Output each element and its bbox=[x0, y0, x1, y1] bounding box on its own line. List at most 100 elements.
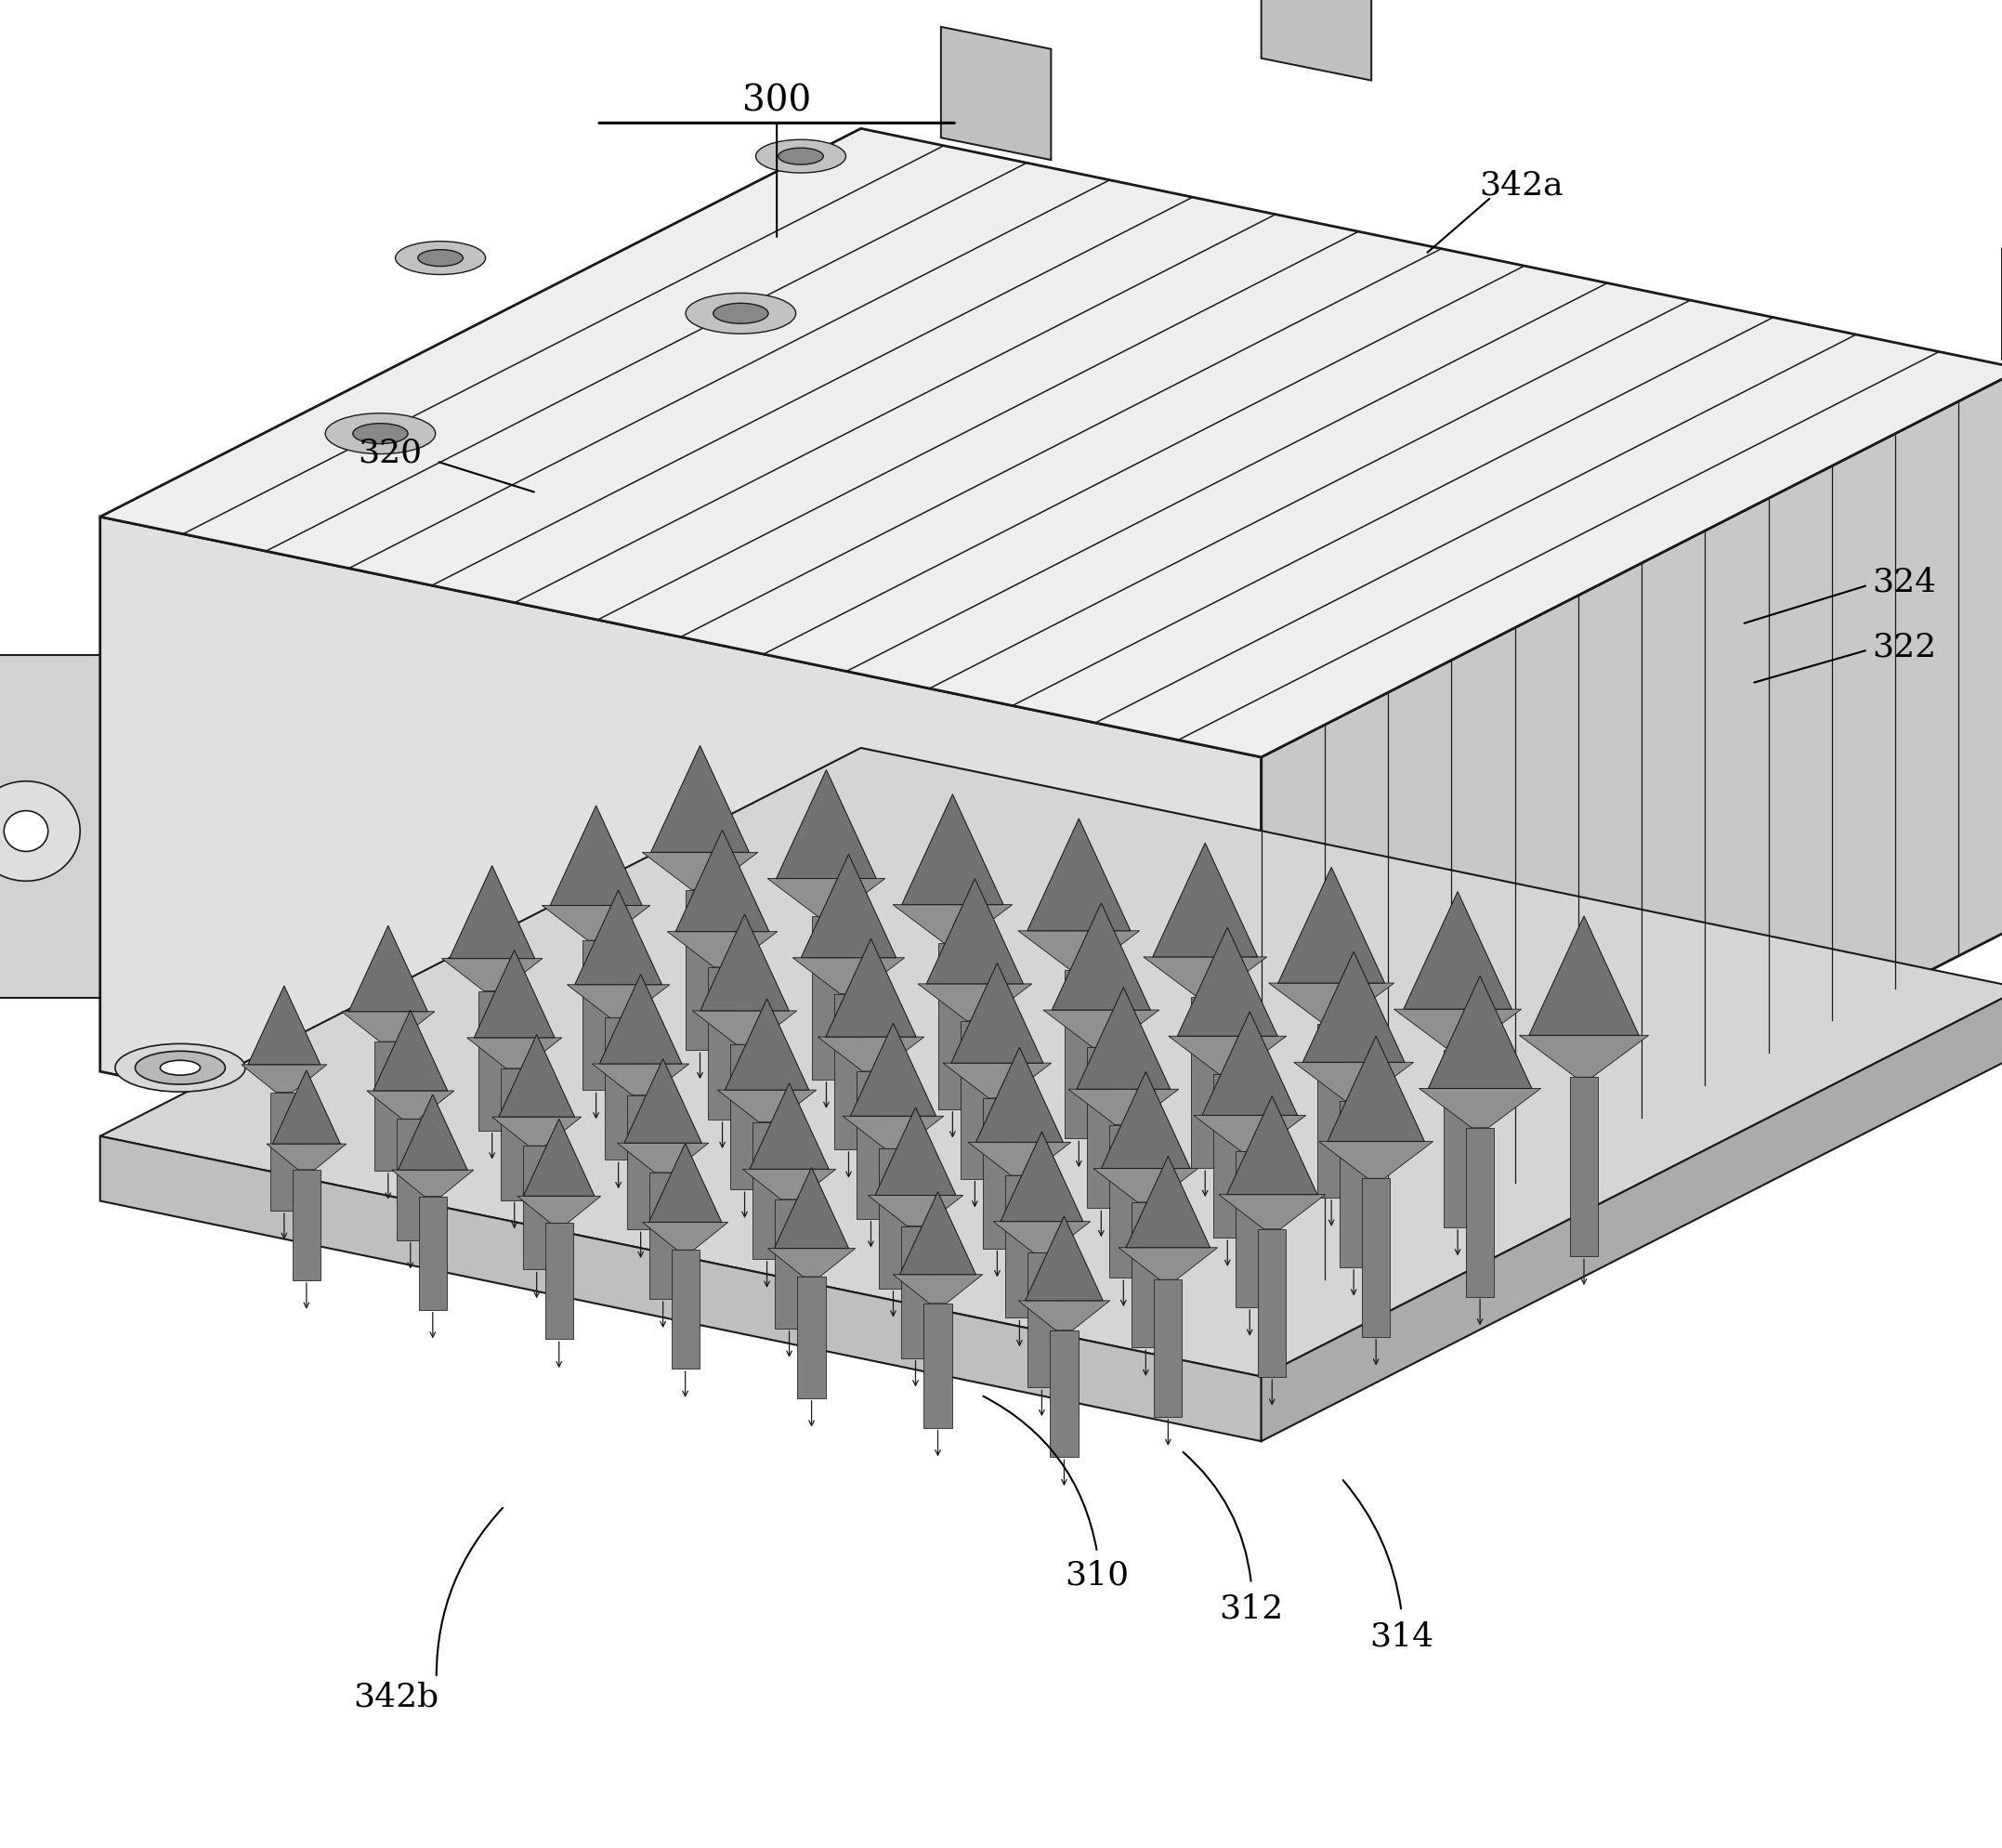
Polygon shape bbox=[943, 1063, 1051, 1098]
Polygon shape bbox=[418, 1198, 446, 1310]
Polygon shape bbox=[1261, 0, 1371, 81]
Polygon shape bbox=[1191, 998, 1219, 1168]
Polygon shape bbox=[248, 987, 320, 1064]
Polygon shape bbox=[617, 1144, 709, 1173]
Polygon shape bbox=[1235, 1151, 1263, 1308]
Polygon shape bbox=[1087, 1048, 1115, 1209]
Polygon shape bbox=[675, 830, 769, 931]
Polygon shape bbox=[901, 1227, 929, 1358]
Ellipse shape bbox=[779, 150, 823, 164]
Polygon shape bbox=[813, 917, 841, 1079]
Polygon shape bbox=[857, 1072, 885, 1220]
Polygon shape bbox=[951, 963, 1043, 1063]
Polygon shape bbox=[969, 1142, 1071, 1175]
Polygon shape bbox=[941, 28, 1051, 161]
Polygon shape bbox=[478, 991, 507, 1131]
Polygon shape bbox=[1317, 1024, 1345, 1198]
Ellipse shape bbox=[396, 242, 486, 275]
Polygon shape bbox=[775, 1168, 849, 1249]
Polygon shape bbox=[1019, 931, 1139, 970]
Polygon shape bbox=[1393, 1009, 1522, 1052]
Polygon shape bbox=[919, 985, 1031, 1022]
Polygon shape bbox=[717, 1090, 817, 1122]
Polygon shape bbox=[1051, 1331, 1079, 1458]
Ellipse shape bbox=[352, 425, 408, 444]
Circle shape bbox=[4, 811, 48, 852]
Polygon shape bbox=[851, 1024, 937, 1116]
Polygon shape bbox=[1227, 1096, 1317, 1196]
Polygon shape bbox=[893, 906, 1013, 944]
Text: 300: 300 bbox=[743, 85, 811, 118]
Polygon shape bbox=[1119, 1247, 1217, 1281]
Ellipse shape bbox=[418, 251, 462, 268]
Polygon shape bbox=[583, 941, 611, 1090]
Polygon shape bbox=[843, 1116, 943, 1149]
Polygon shape bbox=[835, 994, 863, 1149]
Ellipse shape bbox=[713, 305, 769, 325]
Polygon shape bbox=[1153, 843, 1257, 957]
Polygon shape bbox=[1219, 1196, 1325, 1229]
Ellipse shape bbox=[755, 140, 845, 174]
Polygon shape bbox=[627, 1096, 655, 1229]
Polygon shape bbox=[567, 985, 669, 1018]
Polygon shape bbox=[575, 891, 663, 985]
Polygon shape bbox=[651, 747, 749, 854]
Polygon shape bbox=[599, 974, 683, 1064]
Polygon shape bbox=[0, 656, 104, 998]
Polygon shape bbox=[1361, 1179, 1389, 1336]
Polygon shape bbox=[793, 957, 905, 994]
Polygon shape bbox=[893, 1275, 983, 1303]
Ellipse shape bbox=[114, 1044, 246, 1092]
Polygon shape bbox=[899, 1192, 975, 1275]
Polygon shape bbox=[1069, 1090, 1179, 1125]
Polygon shape bbox=[1339, 1101, 1367, 1268]
Text: 342a: 342a bbox=[1479, 168, 1564, 201]
Polygon shape bbox=[342, 1013, 434, 1042]
Polygon shape bbox=[1319, 1142, 1433, 1179]
Polygon shape bbox=[517, 1196, 601, 1223]
Polygon shape bbox=[649, 1173, 677, 1299]
Polygon shape bbox=[100, 129, 2002, 758]
Text: 310: 310 bbox=[1065, 1558, 1129, 1591]
Polygon shape bbox=[1101, 1072, 1191, 1168]
Polygon shape bbox=[725, 1000, 809, 1090]
Text: 322: 322 bbox=[1872, 630, 1936, 663]
Polygon shape bbox=[993, 1222, 1091, 1253]
Polygon shape bbox=[649, 1144, 721, 1223]
Polygon shape bbox=[374, 1042, 402, 1172]
Text: 342b: 342b bbox=[354, 1680, 438, 1713]
Polygon shape bbox=[593, 1064, 689, 1096]
Polygon shape bbox=[1403, 893, 1512, 1009]
Polygon shape bbox=[1025, 1216, 1103, 1301]
Polygon shape bbox=[1303, 952, 1405, 1063]
Ellipse shape bbox=[324, 414, 436, 455]
Polygon shape bbox=[753, 1122, 781, 1258]
Polygon shape bbox=[545, 1223, 573, 1340]
Polygon shape bbox=[1027, 1253, 1055, 1388]
Polygon shape bbox=[1520, 1035, 1648, 1077]
Text: 312: 312 bbox=[1219, 1591, 1283, 1624]
Polygon shape bbox=[396, 1120, 424, 1240]
Ellipse shape bbox=[685, 294, 797, 334]
Polygon shape bbox=[1131, 1203, 1159, 1347]
Polygon shape bbox=[1293, 1063, 1413, 1101]
Polygon shape bbox=[1027, 819, 1131, 931]
Polygon shape bbox=[1153, 1281, 1181, 1417]
Polygon shape bbox=[749, 1083, 829, 1170]
Polygon shape bbox=[643, 854, 759, 891]
Polygon shape bbox=[875, 1107, 957, 1196]
Polygon shape bbox=[1427, 976, 1532, 1088]
Polygon shape bbox=[1257, 1229, 1285, 1377]
Polygon shape bbox=[769, 1249, 855, 1277]
Polygon shape bbox=[1065, 970, 1093, 1138]
Polygon shape bbox=[266, 1144, 346, 1170]
Polygon shape bbox=[100, 748, 2002, 1377]
Polygon shape bbox=[366, 1090, 454, 1120]
Polygon shape bbox=[879, 1149, 907, 1288]
Circle shape bbox=[0, 782, 80, 881]
Polygon shape bbox=[709, 968, 737, 1120]
Polygon shape bbox=[398, 1094, 468, 1170]
Polygon shape bbox=[1327, 1037, 1425, 1142]
Polygon shape bbox=[392, 1170, 474, 1198]
Polygon shape bbox=[901, 795, 1003, 906]
